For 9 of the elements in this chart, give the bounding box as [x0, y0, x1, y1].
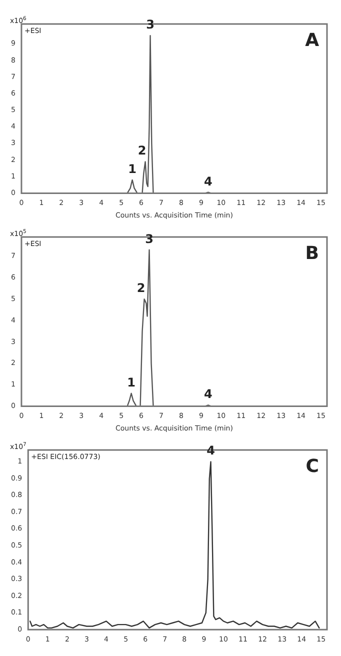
annotation: 1: [128, 162, 136, 176]
annotation: 4: [204, 387, 212, 402]
annotation: 1: [127, 375, 136, 390]
annotation: 4: [204, 174, 212, 188]
annotation: B: [305, 243, 319, 264]
annotation: A: [305, 30, 320, 51]
annotation: 2: [138, 144, 146, 158]
annotation: C: [306, 456, 319, 477]
annotation: 2: [136, 281, 146, 296]
